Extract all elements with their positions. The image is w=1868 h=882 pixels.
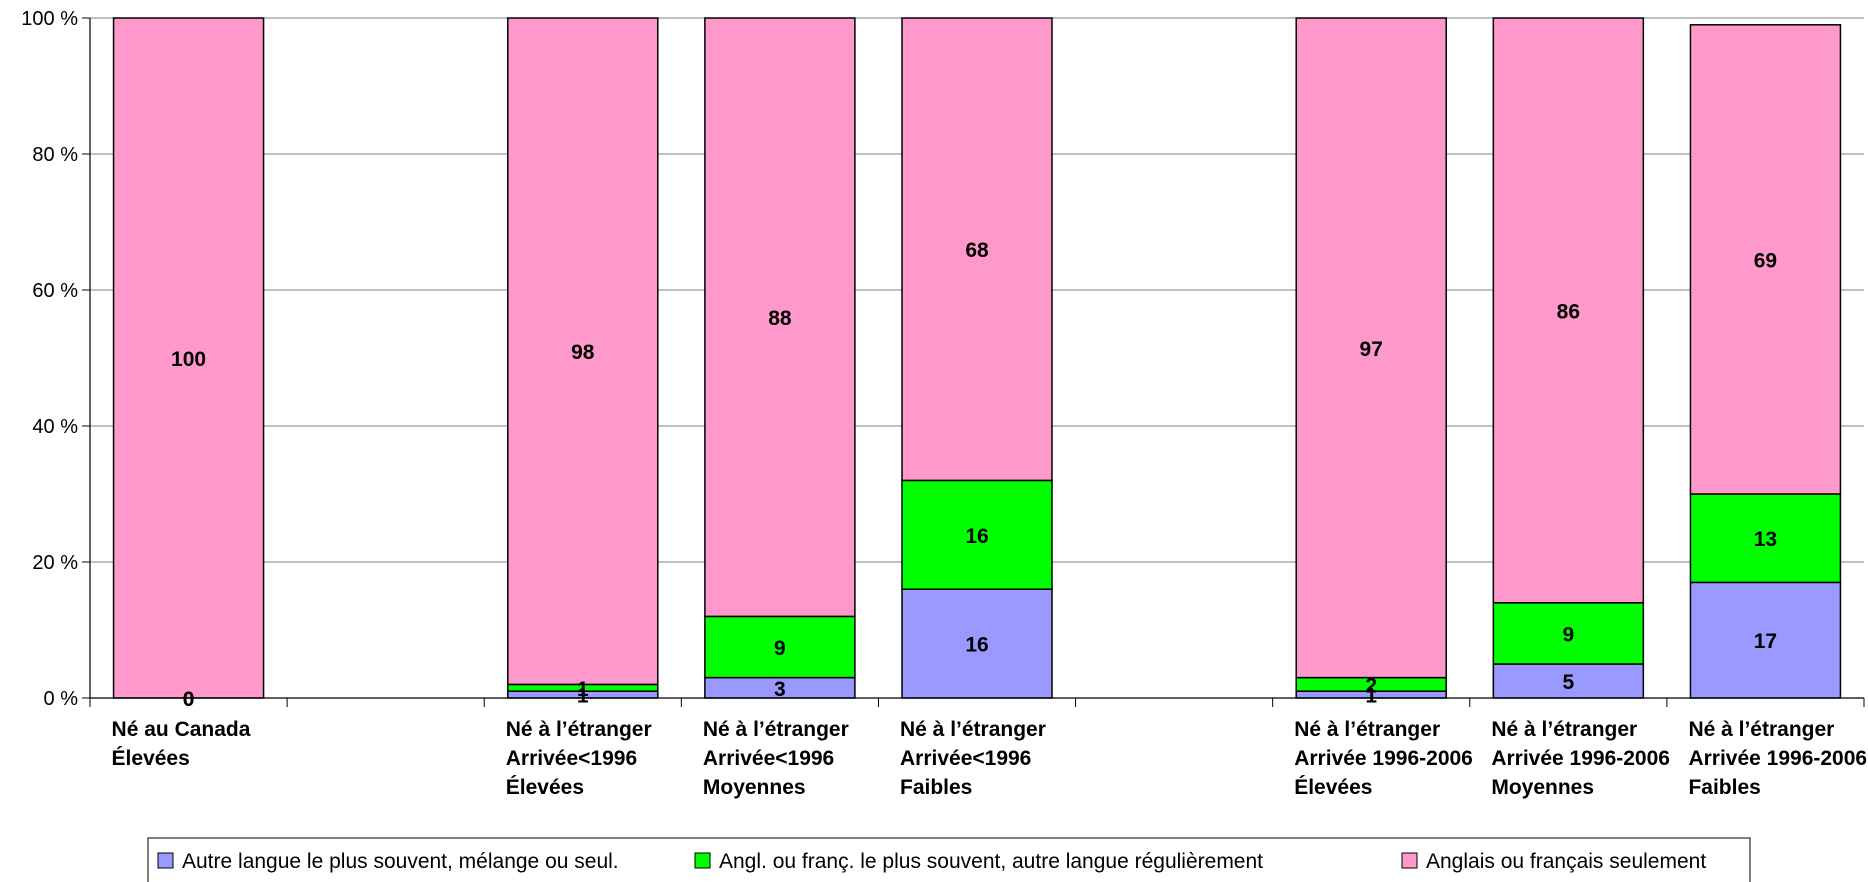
data-label: 0 [183,688,195,711]
x-category-label: Né à l’étranger [506,718,652,741]
x-category-label: Né à l’étranger [1294,718,1440,741]
data-label: 5 [1562,671,1574,694]
x-category-label: Faibles [1688,776,1760,799]
data-label: 0 [183,688,195,711]
x-category-label: Faibles [900,776,972,799]
bar-segment [901,17,1053,482]
bar-segment [1689,24,1842,495]
bar-segment [704,615,856,679]
y-tick-label: 80 % [32,144,78,166]
y-tick-labels: 0 % 20 % 40 % 60 % 80 % 100 % [21,8,78,710]
x-category-label: Arrivée 1996-2006 [1491,747,1670,770]
x-category-label: Élevées [112,747,190,770]
y-tick-label: 60 % [32,280,78,302]
data-label: 13 [1754,528,1777,551]
data-label: 69 [1754,249,1777,272]
data-label: 1 [577,678,589,701]
x-category-label: Arrivée<1996 [506,747,637,770]
legend-swatch [157,852,174,869]
bar-segment [1492,17,1645,604]
x-category-label: Né à l’étranger [703,718,849,741]
data-label: 2 [1365,674,1377,697]
data-label: 3 [774,678,786,701]
legend-swatch [694,852,711,869]
legend-box [147,837,1751,882]
data-label: 16 [965,634,988,657]
bar-segment [1492,602,1645,665]
data-label: 9 [774,637,786,660]
y-tick-label: 0 % [44,688,79,710]
data-label: 98 [571,341,595,364]
y-tick-label: 40 % [32,416,78,438]
x-category-label: Né à l’étranger [900,718,1046,741]
x-category-label: Élevées [506,776,584,799]
data-label: 17 [1754,630,1777,653]
data-label: 100 [171,348,206,371]
x-category-label: Né à l’étranger [1491,718,1637,741]
legend: Autre langue le plus souvent, mélange ou… [147,837,1751,882]
x-category-label: Élevées [1294,776,1372,799]
legend-swatch [1401,852,1418,869]
x-category-label: Moyennes [703,776,806,799]
y-tick-label: 100 % [21,8,78,30]
x-category-labels: Né au Canada Élevées Né à l’étranger Arrivé… [112,718,1868,799]
data-label: 9 [1562,623,1574,646]
data-label: 1 [1365,685,1377,708]
data-label: 88 [768,307,792,330]
bar-segment [1492,663,1645,699]
y-tick-label: 20 % [32,552,78,574]
legend-label: Angl. ou franç. le plus souvent, autre l… [719,850,1263,873]
data-label: 68 [965,239,989,262]
data-label: 16 [965,525,988,548]
x-category-label: Né au Canada [112,718,251,741]
x-category-label: Né à l’étranger [1688,718,1834,741]
bar-segment [1295,17,1447,679]
x-category-label: Arrivée 1996-2006 [1688,747,1867,770]
legend-label: Autre langue le plus souvent, mélange ou… [182,850,619,873]
bar-segment [1689,493,1842,584]
data-label: 86 [1557,300,1580,323]
x-category-label: Arrivée<1996 [900,747,1031,770]
legend-label: Anglais ou français seulement [1426,850,1706,873]
axes [82,17,1865,707]
bar-segment [1689,581,1842,699]
data-label: 1 [577,685,589,708]
bar-segment [507,17,659,686]
bar-segment [704,17,856,618]
x-category-label: Moyennes [1491,776,1594,799]
bars [112,17,1842,699]
x-category-label: Arrivée 1996-2006 [1294,747,1473,770]
data-label: 97 [1360,338,1383,361]
x-category-label: Arrivée<1996 [703,747,834,770]
